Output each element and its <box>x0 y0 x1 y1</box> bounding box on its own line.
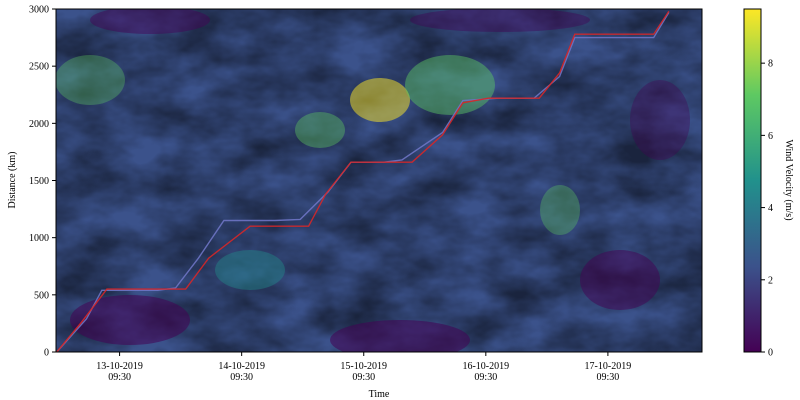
y-tick-label: 500 <box>34 290 49 301</box>
x-axis: 13-10-201909:3014-10-201909:3015-10-2019… <box>96 352 631 383</box>
y-tick-label: 1000 <box>29 233 49 244</box>
y-tick-label: 1500 <box>29 176 49 187</box>
heatmap-blob <box>630 80 690 160</box>
x-tick-label-date: 15-10-2019 <box>340 361 387 372</box>
heatmap-image <box>56 9 702 352</box>
colorbar-tick-label: 2 <box>768 275 773 286</box>
route-line-red <box>56 10 670 352</box>
colorbar-label: Wind Velocity (m/s) <box>783 139 794 220</box>
x-tick-label-date: 17-10-2019 <box>585 361 632 372</box>
y-axis: 0 500 1000 1500 2000 2500 3000 <box>29 5 56 359</box>
heatmap-blob <box>580 250 660 310</box>
colorbar-tick-label: 0 <box>768 348 773 359</box>
x-tick-label-date: 13-10-2019 <box>96 361 143 372</box>
route-lines <box>56 10 670 352</box>
x-tick-label-time: 09:30 <box>230 372 253 383</box>
y-tick-label: 2000 <box>29 119 49 130</box>
x-axis-label: Time <box>369 389 390 400</box>
heatmap-blob <box>350 78 410 122</box>
colorbar-tick-label: 6 <box>768 131 773 142</box>
heatmap-blob <box>215 250 285 290</box>
colorbar-axis: 0 2 4 6 8 <box>761 59 773 359</box>
heatmap-blob <box>56 55 125 105</box>
colorbar <box>743 8 762 353</box>
heatmap-blob <box>295 112 345 148</box>
x-tick-label-time: 09:30 <box>597 372 620 383</box>
heatmap-blob <box>540 185 580 235</box>
heatmap-blob <box>70 295 190 345</box>
x-tick-label-date: 16-10-2019 <box>462 361 509 372</box>
y-tick-label: 2500 <box>29 62 49 73</box>
y-tick-label: 0 <box>44 348 49 359</box>
colorbar-tick-label: 8 <box>768 59 773 70</box>
heatmap-blob <box>405 55 495 115</box>
heatmap-blob <box>410 9 590 32</box>
heatmap-blob <box>90 9 210 34</box>
heatmap-blob <box>330 320 470 352</box>
y-axis-label: Distance (km) <box>7 152 18 209</box>
x-tick-label-date: 14-10-2019 <box>218 361 265 372</box>
x-tick-label-time: 09:30 <box>352 372 375 383</box>
x-tick-label-time: 09:30 <box>474 372 497 383</box>
y-tick-label: 3000 <box>29 5 49 16</box>
colorbar-tick-label: 4 <box>768 203 773 214</box>
x-tick-label-time: 09:30 <box>108 372 131 383</box>
